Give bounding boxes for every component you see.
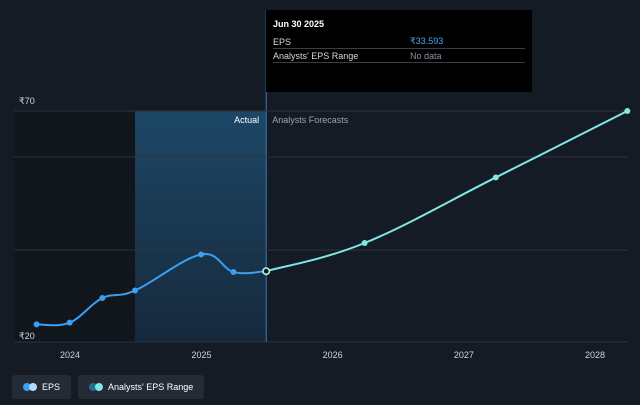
series-line-1 (265, 110, 629, 273)
eps-point-5 (230, 269, 237, 276)
tooltip-range-label: Analysts' EPS Range (273, 50, 359, 61)
x-tick-2026: 2026 (323, 350, 343, 360)
legend: EPS Analysts' EPS Range (12, 375, 205, 399)
legend-range[interactable]: Analysts' EPS Range (78, 375, 205, 399)
eps-point-3 (132, 287, 139, 294)
eps-point-4 (198, 251, 205, 258)
eps-point-1 (66, 319, 73, 326)
eps-point-2 (99, 295, 106, 301)
legend-range-label: Analysts' EPS Range (108, 382, 194, 392)
y-tick-label-1: ₹20 (19, 331, 35, 341)
forecast-point-3 (624, 108, 631, 114)
eps-point-0 (33, 321, 40, 328)
forecast-point-1 (361, 240, 368, 246)
legend-eps-label: EPS (42, 382, 61, 392)
tooltip-eps-label: EPS (273, 36, 292, 47)
x-tick-2027: 2027 (454, 350, 474, 360)
range-legend-icon (89, 383, 104, 391)
x-tick-2028: 2028 (585, 350, 605, 360)
tooltip-range-value: No data (410, 50, 442, 61)
tooltip: Jun 30 2025 EPS ₹33.593 Analysts' EPS Ra… (266, 10, 532, 92)
eps-chart: ₹70 ₹20 2024 2025 2026 2027 2028 Actual Analysts… (14, 10, 631, 360)
actual-band (135, 111, 267, 342)
eps-legend-icon (23, 383, 38, 391)
tooltip-range-row: Analysts' EPS Range No data (273, 49, 525, 63)
tooltip-date: Jun 30 2025 (273, 19, 325, 29)
x-tick-2024: 2024 (60, 350, 80, 360)
actual-label: Actual (234, 115, 259, 125)
tooltip-eps-value: ₹33.593 (410, 36, 444, 46)
legend-eps[interactable]: EPS (12, 375, 72, 399)
forecast-point-2 (492, 174, 499, 181)
x-tick-2025: 2025 (192, 350, 212, 360)
y-tick-label-0: ₹70 (19, 96, 35, 106)
forecast-label: Analysts Forecasts (272, 115, 349, 125)
eps-point-highlight (262, 267, 271, 276)
tooltip-eps-row: EPS ₹33.593 (273, 35, 525, 49)
past-band (14, 111, 136, 342)
